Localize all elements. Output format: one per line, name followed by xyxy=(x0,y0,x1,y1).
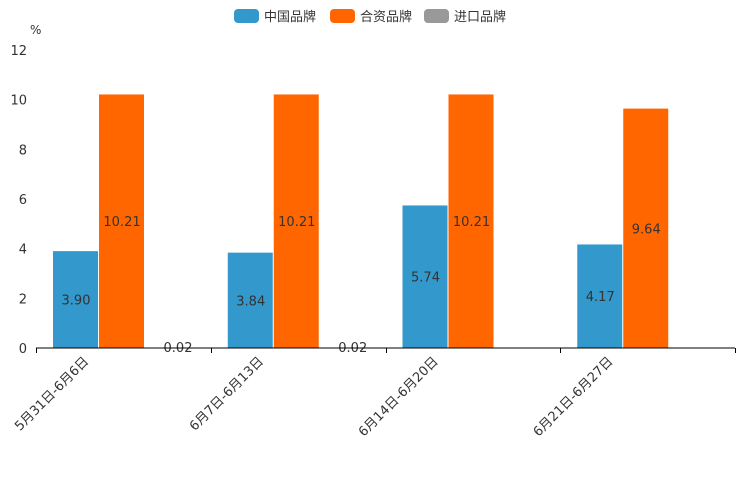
y-tick-label: 12 xyxy=(10,44,27,59)
y-tick-label: 6 xyxy=(19,193,27,208)
x-category-label: 6月21日-6月27日 xyxy=(531,354,617,440)
y-tick-label: 8 xyxy=(19,143,27,158)
bar-value-label: 4.17 xyxy=(586,290,615,305)
bar-1-1[interactable] xyxy=(53,251,98,348)
legend-label-3[interactable]: 进口品牌 xyxy=(454,9,506,25)
bar-value-label: 10.21 xyxy=(278,215,315,230)
legend-swatch-1[interactable] xyxy=(234,9,259,23)
bar-2-1[interactable] xyxy=(99,94,144,349)
bar-value-label: 3.90 xyxy=(62,294,91,309)
bar-2-4[interactable] xyxy=(623,108,669,349)
bar-value-label: 3.84 xyxy=(236,294,265,309)
y-tick-label: 4 xyxy=(19,243,27,258)
bar-2-2[interactable] xyxy=(273,94,319,349)
y-tick-label: 2 xyxy=(19,292,27,307)
bar-1-2[interactable] xyxy=(227,252,273,348)
x-category-label: 6月14日-6月20日 xyxy=(356,354,442,440)
bar-value-label: 5.74 xyxy=(411,271,440,286)
y-tick-label: 10 xyxy=(10,94,27,109)
y-axis-unit-label: % xyxy=(30,23,41,37)
bar-value-label: 10.21 xyxy=(103,215,140,230)
bar-value-label: 9.64 xyxy=(632,222,661,237)
legend-label-1[interactable]: 中国品牌 xyxy=(264,9,316,25)
x-category-label: 5月31日-6月6日 xyxy=(12,354,92,434)
bar-value-label: 10.21 xyxy=(453,215,490,230)
legend-swatch-3[interactable] xyxy=(424,9,449,23)
y-tick-label: 0 xyxy=(19,342,27,357)
x-axis: 5月31日-6月6日 6月7日-6月13日 6月14日-6月20日 6月21日-6月2… xyxy=(12,347,736,440)
y-axis: 0 2 4 6 8 10 12 xyxy=(10,44,27,357)
x-category-label: 6月7日-6月13日 xyxy=(187,354,267,434)
bar-1-3[interactable] xyxy=(402,205,448,348)
bar-1-4[interactable] xyxy=(577,244,623,348)
bars: 3.9010.210.023.8410.210.025.7410.214.179… xyxy=(53,94,669,356)
legend: 中国品牌 合资品牌 进口品牌 xyxy=(234,9,506,25)
legend-label-2[interactable]: 合资品牌 xyxy=(360,9,412,25)
legend-swatch-2[interactable] xyxy=(330,9,355,23)
bar-2-3[interactable] xyxy=(448,94,494,349)
